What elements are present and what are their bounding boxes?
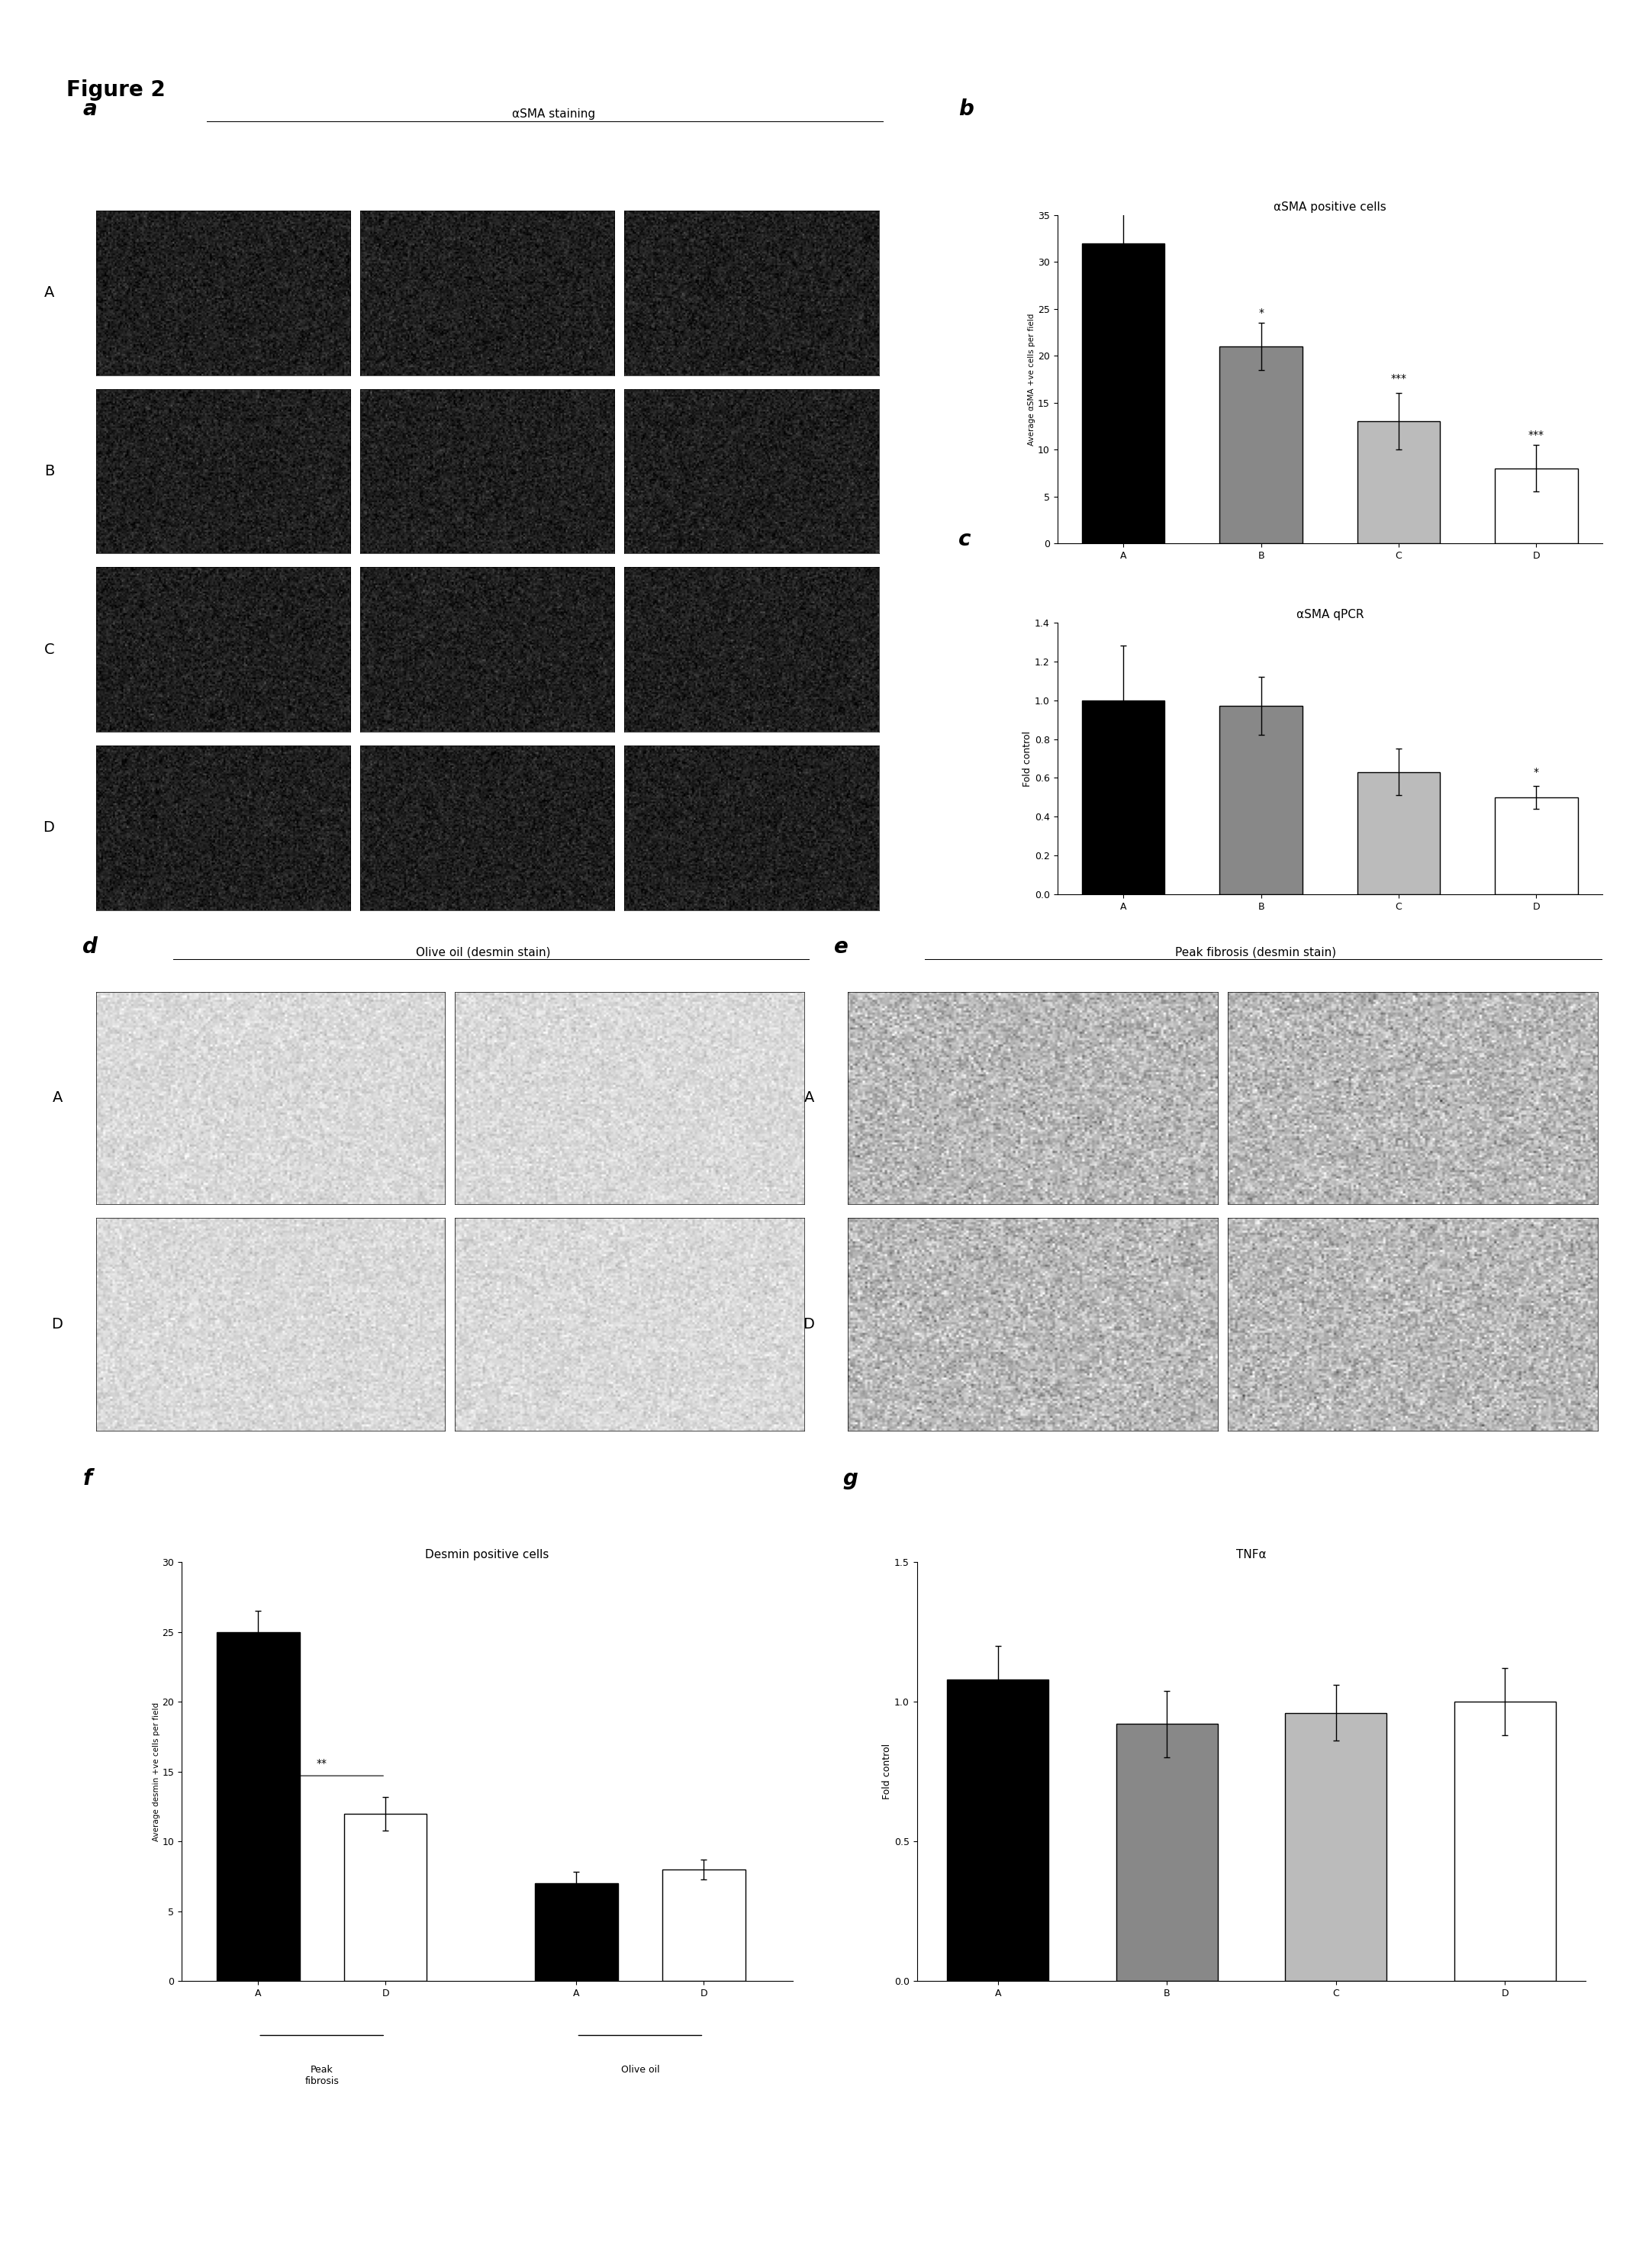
Y-axis label: Fold control: Fold control — [1023, 731, 1032, 786]
Bar — [1082, 700, 1165, 894]
Text: D: D — [43, 820, 55, 835]
Text: αSMA staining: αSMA staining — [512, 109, 595, 120]
Title: Desmin positive cells: Desmin positive cells — [426, 1549, 548, 1560]
Bar — [1219, 346, 1302, 543]
Text: A: A — [45, 285, 55, 301]
Text: D: D — [51, 1318, 63, 1331]
Text: g: g — [843, 1469, 857, 1490]
Text: B: B — [45, 464, 55, 478]
Text: A: A — [53, 1091, 63, 1105]
Title: TNFα: TNFα — [1236, 1549, 1267, 1560]
Bar — [216, 1632, 299, 1981]
Title: αSMA positive cells: αSMA positive cells — [1274, 201, 1386, 213]
Text: A: A — [805, 1091, 814, 1105]
Text: Figure 2: Figure 2 — [66, 79, 165, 100]
Bar — [1495, 797, 1578, 894]
Text: f: f — [83, 1469, 93, 1490]
Y-axis label: Fold control: Fold control — [882, 1743, 892, 1800]
Bar — [1219, 706, 1302, 894]
Text: d: d — [83, 937, 97, 958]
Bar — [1082, 242, 1165, 543]
Bar — [662, 1870, 745, 1981]
Text: *: * — [1259, 308, 1264, 319]
Text: Peak fibrosis (desmin stain): Peak fibrosis (desmin stain) — [1175, 946, 1336, 958]
Text: Olive oil (desmin stain): Olive oil (desmin stain) — [416, 946, 550, 958]
Text: C: C — [45, 643, 55, 657]
Text: Peak
fibrosis: Peak fibrosis — [304, 2065, 339, 2085]
Text: *: * — [1533, 767, 1540, 779]
Bar — [1495, 469, 1578, 543]
Bar — [1285, 1714, 1386, 1981]
Title: αSMA qPCR: αSMA qPCR — [1297, 609, 1363, 620]
Text: ***: *** — [1528, 430, 1545, 439]
Text: ***: *** — [1391, 374, 1408, 385]
Text: **: ** — [317, 1759, 327, 1768]
Text: D: D — [803, 1318, 814, 1331]
Text: Olive oil: Olive oil — [621, 2065, 659, 2074]
Text: c: c — [958, 530, 971, 550]
Bar — [1454, 1703, 1556, 1981]
Y-axis label: Average desmin +ve cells per field: Average desmin +ve cells per field — [152, 1703, 160, 1841]
Bar — [535, 1884, 618, 1981]
Text: a: a — [83, 100, 97, 120]
Y-axis label: Average αSMA +ve cells per field: Average αSMA +ve cells per field — [1028, 312, 1036, 446]
Text: b: b — [958, 100, 973, 120]
Bar — [1358, 421, 1441, 543]
Bar — [1358, 772, 1441, 894]
Bar — [344, 1813, 426, 1981]
Bar — [1117, 1725, 1218, 1981]
Text: e: e — [834, 937, 849, 958]
Bar — [947, 1680, 1049, 1981]
